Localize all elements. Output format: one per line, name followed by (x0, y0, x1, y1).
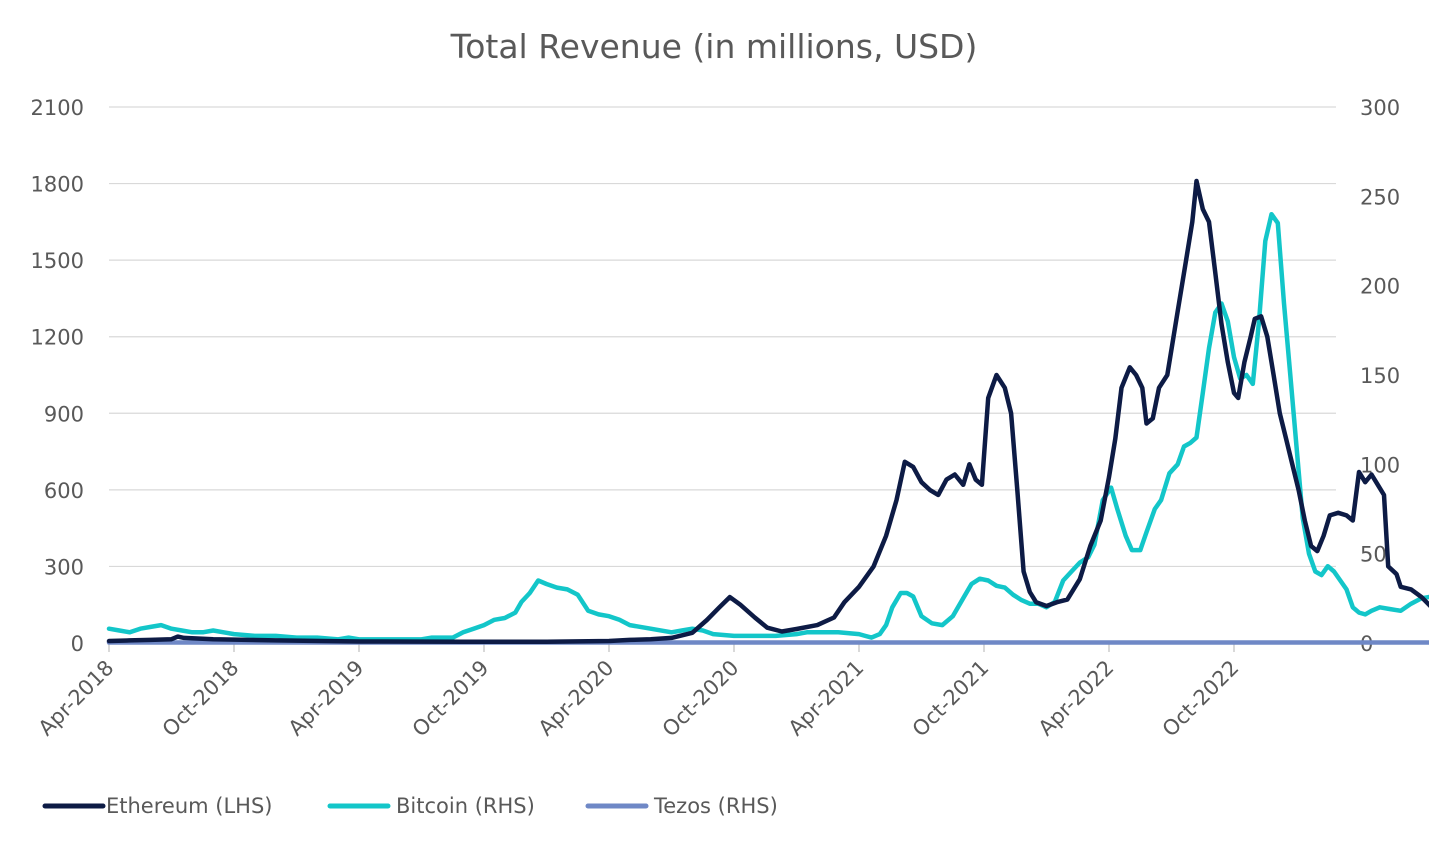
legend-label-ethereum: Ethereum (LHS) (106, 794, 272, 818)
x-axis: Apr-2018 Oct-2018 Apr-2019 Oct-2019 Apr-2020… (34, 643, 1244, 741)
x-tick-label: Oct-2020 (658, 656, 744, 742)
left-tick-label: 1200 (31, 326, 84, 350)
x-tick-label: Apr-2021 (784, 656, 869, 741)
x-tick-label: Apr-2019 (284, 656, 369, 741)
left-tick-label: 2100 (31, 96, 84, 120)
right-tick-label: 50 (1360, 543, 1387, 567)
right-tick-label: 100 (1360, 453, 1400, 477)
bitcoin-line (106, 211, 1429, 642)
right-tick-label: 250 (1360, 185, 1400, 209)
legend: Ethereum (LHS) Bitcoin (RHS) Tezos (RHS) (42, 794, 778, 818)
x-tick-label: Oct-2019 (408, 656, 494, 742)
right-tick-label: 150 (1360, 364, 1400, 388)
series-lines (106, 178, 1429, 645)
left-tick-label: 900 (44, 402, 84, 426)
left-tick-label: 1500 (31, 249, 84, 273)
right-tick-label: 300 (1360, 96, 1400, 120)
left-axis: 0 300 600 900 1200 1500 1800 2100 (31, 96, 84, 656)
x-tick-label: Oct-2022 (1158, 656, 1244, 742)
x-tick-label: Oct-2021 (908, 656, 994, 742)
chart-title: Total Revenue (in millions, USD) (450, 27, 978, 66)
x-tick-label: Apr-2020 (534, 656, 619, 741)
legend-label-tezos: Tezos (RHS) (653, 794, 778, 818)
ethereum-line (106, 178, 1429, 644)
left-tick-label: 1800 (31, 173, 84, 197)
left-tick-label: 300 (44, 555, 84, 579)
gridlines (109, 106, 1336, 644)
x-tick-label: Oct-2018 (158, 656, 244, 742)
x-tick-label: Apr-2022 (1034, 656, 1119, 741)
left-tick-label: 0 (71, 632, 84, 656)
right-tick-label: 200 (1360, 275, 1400, 299)
x-tick-label: Apr-2018 (34, 656, 119, 741)
left-tick-label: 600 (44, 479, 84, 503)
legend-label-bitcoin: Bitcoin (RHS) (396, 794, 535, 818)
